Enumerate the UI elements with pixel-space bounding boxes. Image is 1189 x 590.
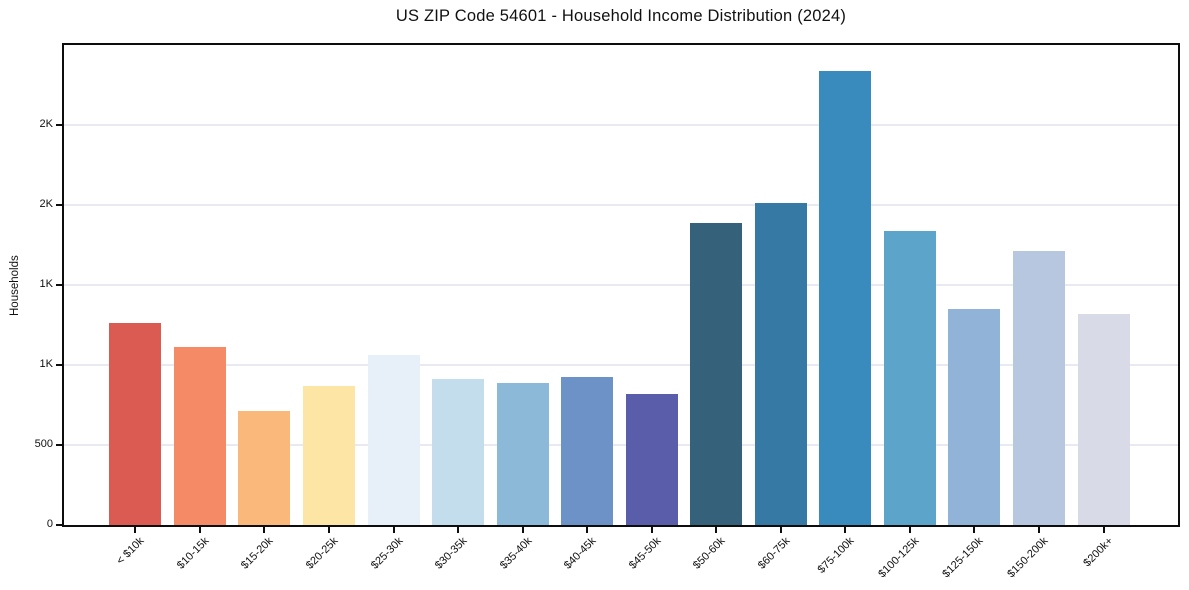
x-tick-label: $25-30k	[368, 535, 405, 572]
bar	[948, 309, 1001, 525]
x-tick-label: $60-75k	[755, 535, 793, 572]
x-tick-label: $150-200k	[1005, 535, 1051, 581]
x-tick-label: $35-40k	[497, 535, 535, 572]
bar	[496, 383, 549, 525]
bar	[367, 355, 420, 525]
x-tick-label: < $10k	[114, 535, 147, 568]
y-tick-label: 0	[46, 518, 53, 530]
x-tick-mark	[715, 527, 718, 533]
x-tick-mark	[1102, 527, 1105, 533]
x-tick-mark	[586, 527, 589, 533]
x-tick-mark	[198, 527, 201, 533]
x-tick-mark	[263, 527, 266, 533]
bar	[432, 379, 485, 525]
y-tick-mark	[56, 284, 62, 286]
x-tick-label: $75-100k	[815, 535, 857, 576]
x-tick-label: $100-125k	[876, 535, 922, 581]
y-tick-mark	[56, 444, 62, 446]
y-tick-mark	[56, 124, 62, 126]
gridline	[64, 284, 1178, 286]
y-tick-label: 2K	[39, 198, 53, 210]
bar	[625, 393, 678, 525]
x-tick-mark	[844, 527, 847, 533]
bar	[819, 70, 872, 525]
y-tick-label: 500	[34, 438, 53, 450]
gridline	[64, 204, 1178, 206]
gridline	[64, 364, 1178, 366]
bar	[883, 231, 936, 525]
x-tick-label: $15-20k	[239, 535, 276, 572]
x-tick-mark	[1038, 527, 1040, 533]
x-tick-mark	[457, 527, 460, 533]
x-tick-mark	[650, 527, 653, 533]
bar	[561, 377, 614, 525]
x-tick-label: $10-15k	[174, 535, 212, 572]
y-tick-label: 1K	[39, 358, 53, 370]
y-tick-label: 1K	[39, 278, 53, 290]
x-tick-mark	[908, 527, 911, 533]
y-tick-label: 2K	[39, 118, 53, 130]
bar	[690, 222, 743, 525]
gridline	[64, 444, 1178, 446]
y-tick-mark	[56, 364, 62, 366]
x-tick-mark	[779, 527, 782, 533]
plot-area	[62, 43, 1180, 527]
x-tick-label: $40-45k	[562, 535, 599, 572]
x-tick-mark	[327, 527, 330, 533]
bar	[302, 385, 355, 525]
bar	[109, 323, 162, 525]
bar	[754, 202, 807, 525]
x-tick-label: $125-150k	[940, 535, 986, 581]
x-tick-label: $45-50k	[626, 535, 664, 572]
bar	[1013, 251, 1065, 525]
bar	[238, 411, 291, 525]
bar	[173, 346, 226, 525]
y-tick-mark	[56, 204, 62, 206]
x-tick-label: $200k+	[1080, 535, 1116, 570]
x-tick-label: $50-60k	[691, 535, 728, 572]
y-tick-mark	[56, 524, 62, 526]
x-tick-mark	[134, 527, 137, 533]
x-tick-label: $30-35k	[432, 535, 470, 572]
gridline	[64, 124, 1178, 126]
x-tick-label: $20-25k	[303, 535, 341, 572]
x-tick-mark	[521, 527, 524, 533]
chart-title: US ZIP Code 54601 - Household Income Dis…	[395, 7, 847, 25]
x-tick-mark	[392, 527, 395, 533]
x-tick-mark	[973, 527, 976, 533]
bar	[1077, 313, 1130, 525]
